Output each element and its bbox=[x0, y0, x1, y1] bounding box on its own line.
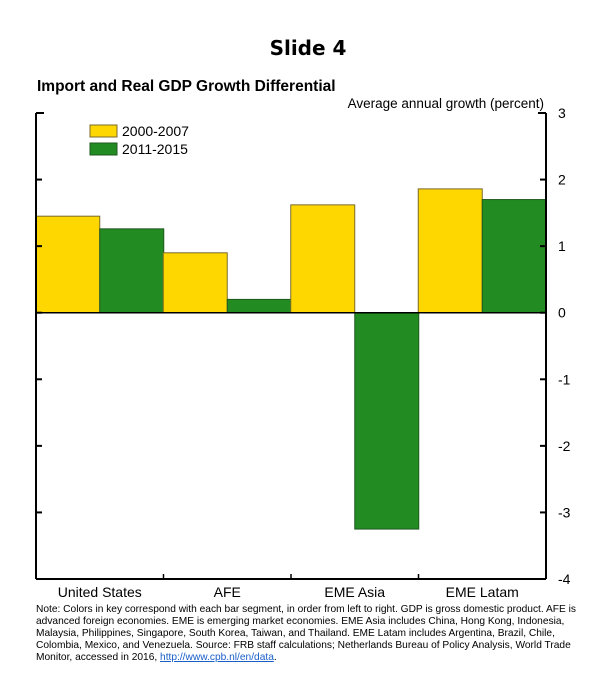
chart-title: Import and Real GDP Growth Differential bbox=[37, 78, 336, 95]
x-tick-label: AFE bbox=[214, 584, 241, 600]
y-tick-label: 3 bbox=[558, 105, 566, 121]
bar-2000-2007-eme-asia bbox=[290, 204, 356, 314]
source-link[interactable]: http://www.cpb.nl/en/data bbox=[160, 652, 274, 663]
legend-label: 2011-2015 bbox=[122, 141, 188, 157]
note-end: . bbox=[273, 652, 277, 663]
bar-2011-2015-afe bbox=[226, 298, 292, 314]
slide-title: Slide 4 bbox=[269, 36, 347, 60]
legend-swatch bbox=[89, 142, 118, 156]
y-tick-label: -3 bbox=[558, 504, 571, 520]
y-tick-label: 0 bbox=[558, 305, 566, 321]
x-tick-label: EME Asia bbox=[324, 584, 385, 600]
x-tick-label: EME Latam bbox=[446, 584, 519, 600]
y-tick-label: -2 bbox=[558, 438, 571, 454]
y-tick-label: 2 bbox=[558, 172, 566, 188]
bar-2000-2007-united-states bbox=[35, 215, 101, 314]
y-axis-label: Average annual growth (percent) bbox=[347, 96, 544, 111]
note: Note: Colors in key correspond with each… bbox=[36, 604, 576, 664]
legend-label: 2000-2007 bbox=[122, 123, 189, 139]
bar-2011-2015-united-states bbox=[99, 228, 165, 314]
y-tick-label: 1 bbox=[558, 238, 566, 254]
note-text: Note: Colors in key correspond with each… bbox=[36, 604, 576, 663]
bar-2011-2015-eme-latam bbox=[481, 199, 547, 314]
y-tick-label: -4 bbox=[558, 571, 571, 587]
legend-swatch bbox=[89, 124, 118, 138]
y-tick-label: -1 bbox=[558, 371, 571, 387]
bar-2000-2007-afe bbox=[162, 252, 228, 314]
x-tick-label: United States bbox=[58, 584, 142, 600]
bar-2011-2015-eme-asia bbox=[354, 312, 420, 530]
bar-2000-2007-eme-latam bbox=[417, 188, 483, 314]
